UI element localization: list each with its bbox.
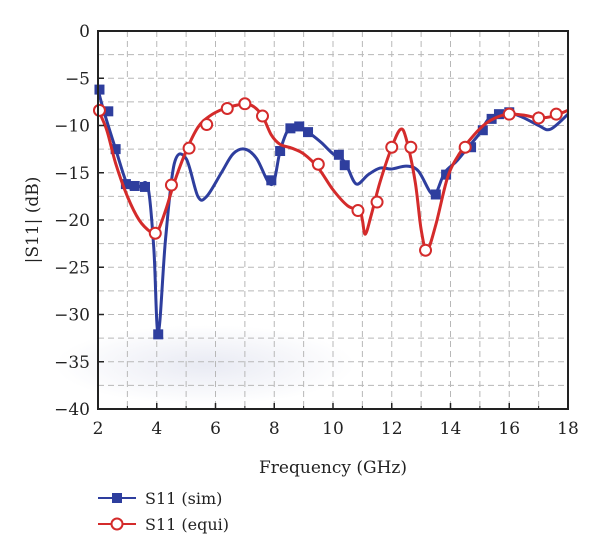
series-sim-marker xyxy=(94,84,105,95)
legend-item-equi: S11 (equi) xyxy=(98,515,229,534)
y-tick-label: −30 xyxy=(54,306,90,326)
series-sim-marker xyxy=(333,149,344,160)
y-tick-label: −15 xyxy=(54,164,90,184)
series-sim-marker xyxy=(129,180,140,191)
x-tick-label: 8 xyxy=(269,419,280,439)
series-equi-marker xyxy=(256,109,269,123)
series-sim-marker xyxy=(294,121,305,132)
series-equi-marker xyxy=(148,226,162,240)
series-sim-marker xyxy=(477,125,488,136)
x-axis-title: Frequency (GHz) xyxy=(259,458,407,478)
series-equi-marker xyxy=(404,140,418,154)
y-tick-label: −25 xyxy=(54,258,90,278)
ticks xyxy=(97,30,569,410)
y-tick-label: −10 xyxy=(54,117,90,137)
series-equi-marker xyxy=(220,101,234,115)
x-tick-label: 14 xyxy=(440,419,462,439)
series-equi-marker xyxy=(200,118,214,132)
series-group xyxy=(92,84,570,340)
legend-item-sim: S11 (sim) xyxy=(98,489,222,508)
series-equi-marker xyxy=(238,97,252,111)
series-equi-marker xyxy=(311,157,325,171)
series-equi-marker xyxy=(182,141,196,155)
series-equi-marker xyxy=(549,107,563,121)
series-equi-marker xyxy=(502,107,516,121)
y-tick-label: −35 xyxy=(54,353,90,373)
series-equi-marker xyxy=(385,140,399,154)
legend-swatch-marker xyxy=(112,493,122,503)
series-equi-marker xyxy=(458,140,472,154)
series-sim-marker xyxy=(153,329,164,340)
legend-label: S11 (sim) xyxy=(145,489,222,508)
series-sim-marker xyxy=(285,123,296,134)
series-sim-marker xyxy=(339,160,350,171)
background-smudge xyxy=(55,325,355,405)
series-sim-marker xyxy=(430,189,441,200)
y-tick-label: −20 xyxy=(54,211,90,231)
series-sim-marker xyxy=(140,181,150,192)
series-sim-marker xyxy=(303,127,314,138)
y-tick-label: −5 xyxy=(65,69,90,89)
x-tick-label: 12 xyxy=(381,419,403,439)
y-tick-label: −40 xyxy=(54,400,90,420)
grid xyxy=(98,31,568,409)
y-axis-title: |S11| (dB) xyxy=(23,177,43,264)
x-tick-label: 16 xyxy=(498,419,520,439)
series-equi xyxy=(92,97,569,257)
series-sim-marker xyxy=(120,179,131,190)
series-sim-marker xyxy=(266,175,277,186)
series-equi-marker xyxy=(164,178,178,192)
series-sim-marker xyxy=(103,106,114,117)
legend-swatch-marker xyxy=(110,517,124,531)
legend-label: S11 (equi) xyxy=(145,515,229,534)
series-equi-marker xyxy=(92,103,106,117)
series-equi-marker xyxy=(532,111,546,125)
series-sim-marker xyxy=(493,109,504,120)
series-equi-marker xyxy=(419,243,433,257)
series-equi-marker xyxy=(351,204,365,218)
y-tick-label: 0 xyxy=(79,22,90,42)
series-sim-marker xyxy=(110,144,121,155)
legend: S11 (sim) S11 (equi) xyxy=(98,489,229,534)
tick-labels: 2 4 6 8 10 12 14 16 18 0 −5 −10 −15 −20 −25 −30 −35 −40 xyxy=(54,22,579,439)
x-tick-label: 2 xyxy=(93,419,104,439)
x-tick-label: 18 xyxy=(557,419,579,439)
series-sim-marker xyxy=(275,146,286,157)
x-tick-label: 4 xyxy=(151,419,162,439)
x-tick-label: 10 xyxy=(322,419,344,439)
series-equi-marker xyxy=(370,195,384,209)
x-tick-label: 6 xyxy=(210,419,221,439)
series-sim-marker xyxy=(441,169,452,180)
